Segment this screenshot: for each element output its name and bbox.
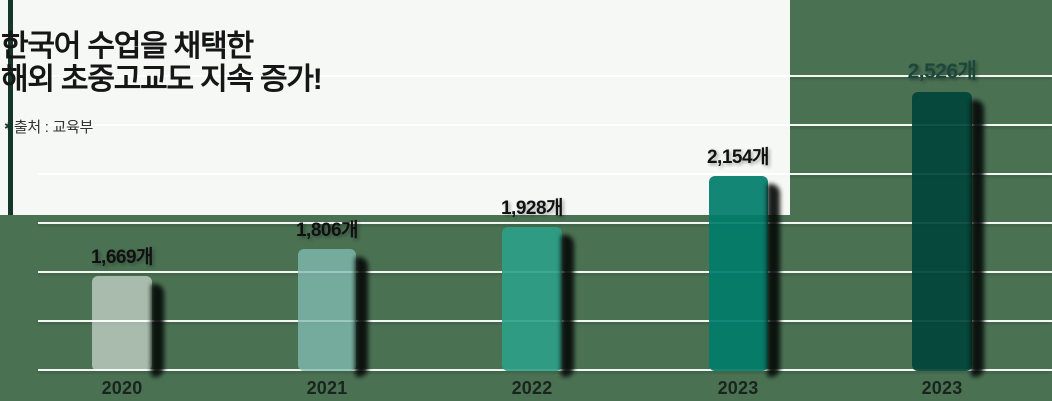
bar-group-2022: 1,928개 2022 [472, 193, 592, 398]
axis-label-year: 2022 [511, 378, 553, 398]
asterisk-icon: ✱ [4, 121, 13, 133]
bar-value-label: 1,669개 [90, 247, 154, 268]
bar-group-2023: 2,154개 2023 [678, 142, 798, 398]
source-text: 출처 : 교육부 [13, 119, 94, 136]
axis-label-year: 2020 [101, 378, 143, 398]
gridline [38, 222, 1052, 224]
bar-rect [912, 92, 972, 371]
bar-rect [92, 276, 152, 371]
axis-label-year: 2021 [306, 378, 348, 398]
title-line-2: 해외 초중고교도 지속 증가! [1, 63, 323, 96]
bar-group-2020: 1,669개 2020 [62, 242, 182, 398]
bar-rect [502, 227, 562, 371]
bar-rect [298, 249, 356, 371]
axis-label-year: 2023 [921, 378, 963, 398]
bar-value-label: 1,928개 [500, 198, 564, 219]
bar-value-label: 2,154개 [706, 147, 770, 168]
bar-value-label: 2,526개 [907, 60, 977, 83]
accent-stripe [8, 0, 13, 215]
title-card [0, 0, 790, 215]
bar-value-label: 1,806개 [295, 220, 359, 241]
title-line-1: 한국어 수업을 채택한 [1, 30, 254, 63]
page-title: 한국어 수업을 채택한 해외 초중고교도 지속 증가! [1, 30, 323, 96]
bar-group-2023-latest: 2,526개 2023 [882, 55, 1002, 398]
bar-group-2021: 1,806개 2021 [267, 215, 387, 398]
axis-label-year: 2023 [717, 378, 759, 398]
bar-rect [708, 176, 768, 371]
source-note: ✱ 출처 : 교육부 [4, 116, 93, 137]
